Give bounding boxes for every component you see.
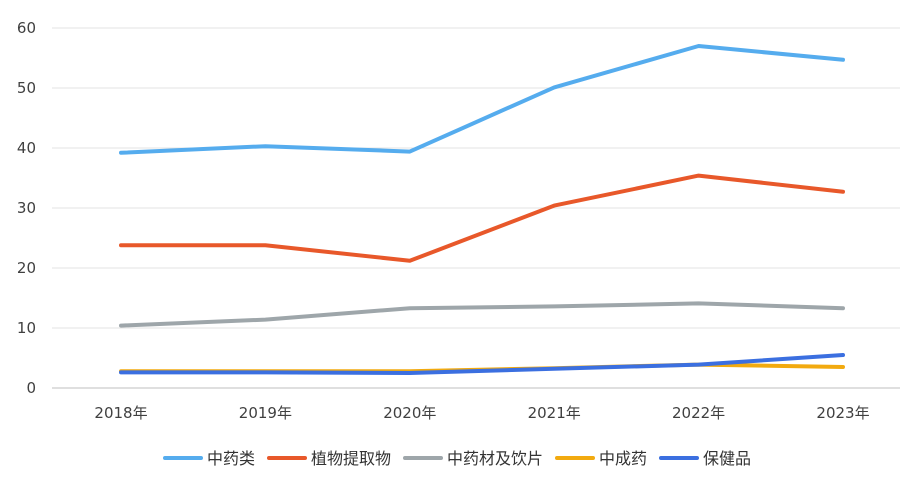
x-tick-label: 2021年: [528, 404, 581, 422]
x-tick-label: 2022年: [672, 404, 725, 422]
axes: 0 10 20 30 40 50 60 2018年 2019年 2020年 2021年 2022年 20…: [17, 19, 870, 422]
y-tick-label: 20: [17, 259, 36, 277]
legend-item: 保健品: [659, 449, 751, 468]
legend-label: 保健品: [703, 449, 751, 468]
legend-label: 中药材及饮片: [447, 449, 543, 468]
y-tick-label: 40: [17, 139, 36, 157]
series-lines: [119, 44, 845, 375]
x-tick-label: 2020年: [383, 404, 436, 422]
y-tick-label: 50: [17, 79, 36, 97]
legend-label: 中成药: [599, 449, 647, 468]
x-tick-label: 2023年: [816, 404, 869, 422]
legend-item: 中药材及饮片: [403, 449, 543, 468]
legend-item: 植物提取物: [267, 449, 391, 468]
y-tick-label: 0: [26, 379, 36, 397]
x-tick-label: 2018年: [94, 404, 147, 422]
y-tick-label: 30: [17, 199, 36, 217]
legend-item: 中成药: [555, 449, 647, 468]
legend-label: 植物提取物: [311, 449, 391, 468]
series-line: [119, 301, 845, 328]
legend: 中药类 植物提取物 中药材及饮片 中成药 保健品: [163, 449, 751, 468]
gridlines: [52, 27, 900, 389]
y-tick-label: 60: [17, 19, 36, 37]
series-line: [119, 44, 845, 155]
legend-label: 中药类: [207, 449, 255, 468]
x-tick-label: 2019年: [239, 404, 292, 422]
series-line: [119, 173, 845, 263]
legend-item: 中药类: [163, 449, 255, 468]
series-line: [119, 353, 845, 375]
y-tick-label: 10: [17, 319, 36, 337]
